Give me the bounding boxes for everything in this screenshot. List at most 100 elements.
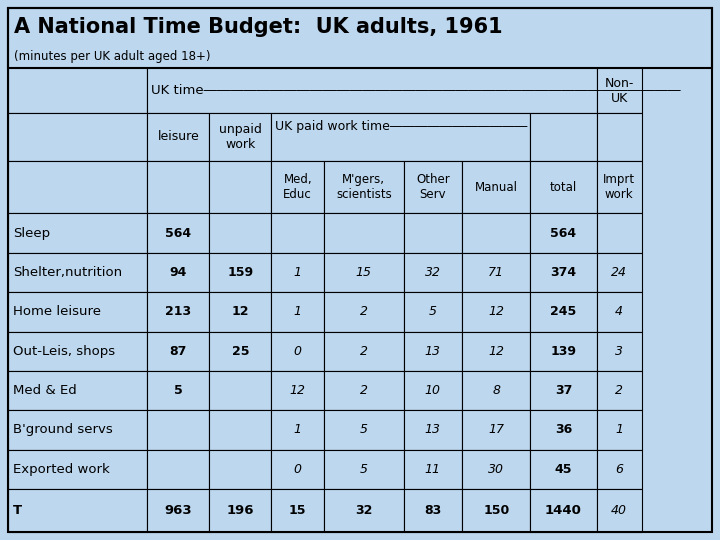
Text: 24: 24 [611,266,627,279]
Text: 2: 2 [615,384,623,397]
Text: 94: 94 [170,266,187,279]
Bar [404,410,462,450]
Text: 245: 245 [550,305,577,319]
Text: Med,
Educ: Med, Educ [284,173,312,201]
Bar [148,113,210,161]
Bar [597,332,642,371]
Bar [597,213,642,253]
Text: 5: 5 [360,463,368,476]
Bar [148,292,210,332]
Text: Med & Ed: Med & Ed [13,384,77,397]
Bar [8,253,148,292]
Text: total: total [550,181,577,194]
Bar [210,450,271,489]
Text: Manual: Manual [474,181,518,194]
Text: 5: 5 [174,384,183,397]
Bar [597,450,642,489]
Bar [597,113,642,161]
Bar [210,161,271,213]
Bar [271,489,324,532]
Text: Non-
UK: Non- UK [604,77,634,105]
Bar [462,213,531,253]
Text: Shelter,nutrition: Shelter,nutrition [13,266,122,279]
Bar [148,161,210,213]
Text: 1: 1 [294,423,302,436]
Bar [531,161,597,213]
Bar [210,332,271,371]
Bar [324,489,404,532]
Text: Sleep: Sleep [13,227,50,240]
Bar [324,371,404,410]
Bar [404,253,462,292]
Bar [271,292,324,332]
Text: 564: 564 [166,227,192,240]
Text: 32: 32 [425,266,441,279]
Bar [271,253,324,292]
Text: 25: 25 [232,345,249,357]
Text: 11: 11 [425,463,441,476]
Bar [271,371,324,410]
Bar [148,213,210,253]
Text: UK time――――――――――――――――――――――――――――――――――――: UK time―――――――――――――――――――――――――――――――――… [151,84,681,97]
Text: 2: 2 [360,305,368,319]
Text: 3: 3 [615,345,623,357]
Bar [271,450,324,489]
Text: 40: 40 [611,504,627,517]
Bar [8,410,148,450]
Bar [597,161,642,213]
Text: 213: 213 [166,305,192,319]
Text: 1: 1 [294,305,302,319]
Text: 0: 0 [294,463,302,476]
Bar [531,253,597,292]
Bar [404,213,462,253]
Bar [462,371,531,410]
Text: 1: 1 [615,423,623,436]
Text: 6: 6 [615,463,623,476]
Text: Home leisure: Home leisure [13,305,101,319]
Text: 13: 13 [425,423,441,436]
Text: B'ground servs: B'ground servs [13,423,113,436]
Bar [271,213,324,253]
Text: 13: 13 [425,345,441,357]
Bar [462,450,531,489]
Text: 2: 2 [360,384,368,397]
Text: 0: 0 [294,345,302,357]
Text: 37: 37 [555,384,572,397]
Bar [271,161,324,213]
Bar [271,332,324,371]
Bar [148,450,210,489]
Text: 1440: 1440 [545,504,582,517]
Text: 36: 36 [555,423,572,436]
Bar [148,489,210,532]
Text: 15: 15 [289,504,307,517]
Bar [597,410,642,450]
Text: (minutes per UK adult aged 18+): (minutes per UK adult aged 18+) [14,50,210,63]
Text: 71: 71 [488,266,504,279]
Text: 32: 32 [355,504,372,517]
Bar [531,371,597,410]
Bar [148,68,597,113]
Bar [8,292,148,332]
Bar [210,292,271,332]
Text: Exported work: Exported work [13,463,109,476]
Text: UK paid work time―――――――――――: UK paid work time――――――――――― [275,119,528,132]
Text: 12: 12 [488,345,504,357]
Bar [8,113,148,161]
Bar [148,371,210,410]
Text: 83: 83 [424,504,441,517]
Bar [404,292,462,332]
Bar [531,292,597,332]
Bar [271,410,324,450]
Bar [462,489,531,532]
Bar [404,371,462,410]
Bar [324,253,404,292]
Text: Out-Leis, shops: Out-Leis, shops [13,345,115,357]
Bar [8,489,148,532]
Bar [597,68,642,113]
Text: 12: 12 [289,384,306,397]
Text: T: T [13,504,22,517]
Bar [8,332,148,371]
Bar [8,68,148,113]
Bar [404,489,462,532]
Text: 159: 159 [228,266,253,279]
